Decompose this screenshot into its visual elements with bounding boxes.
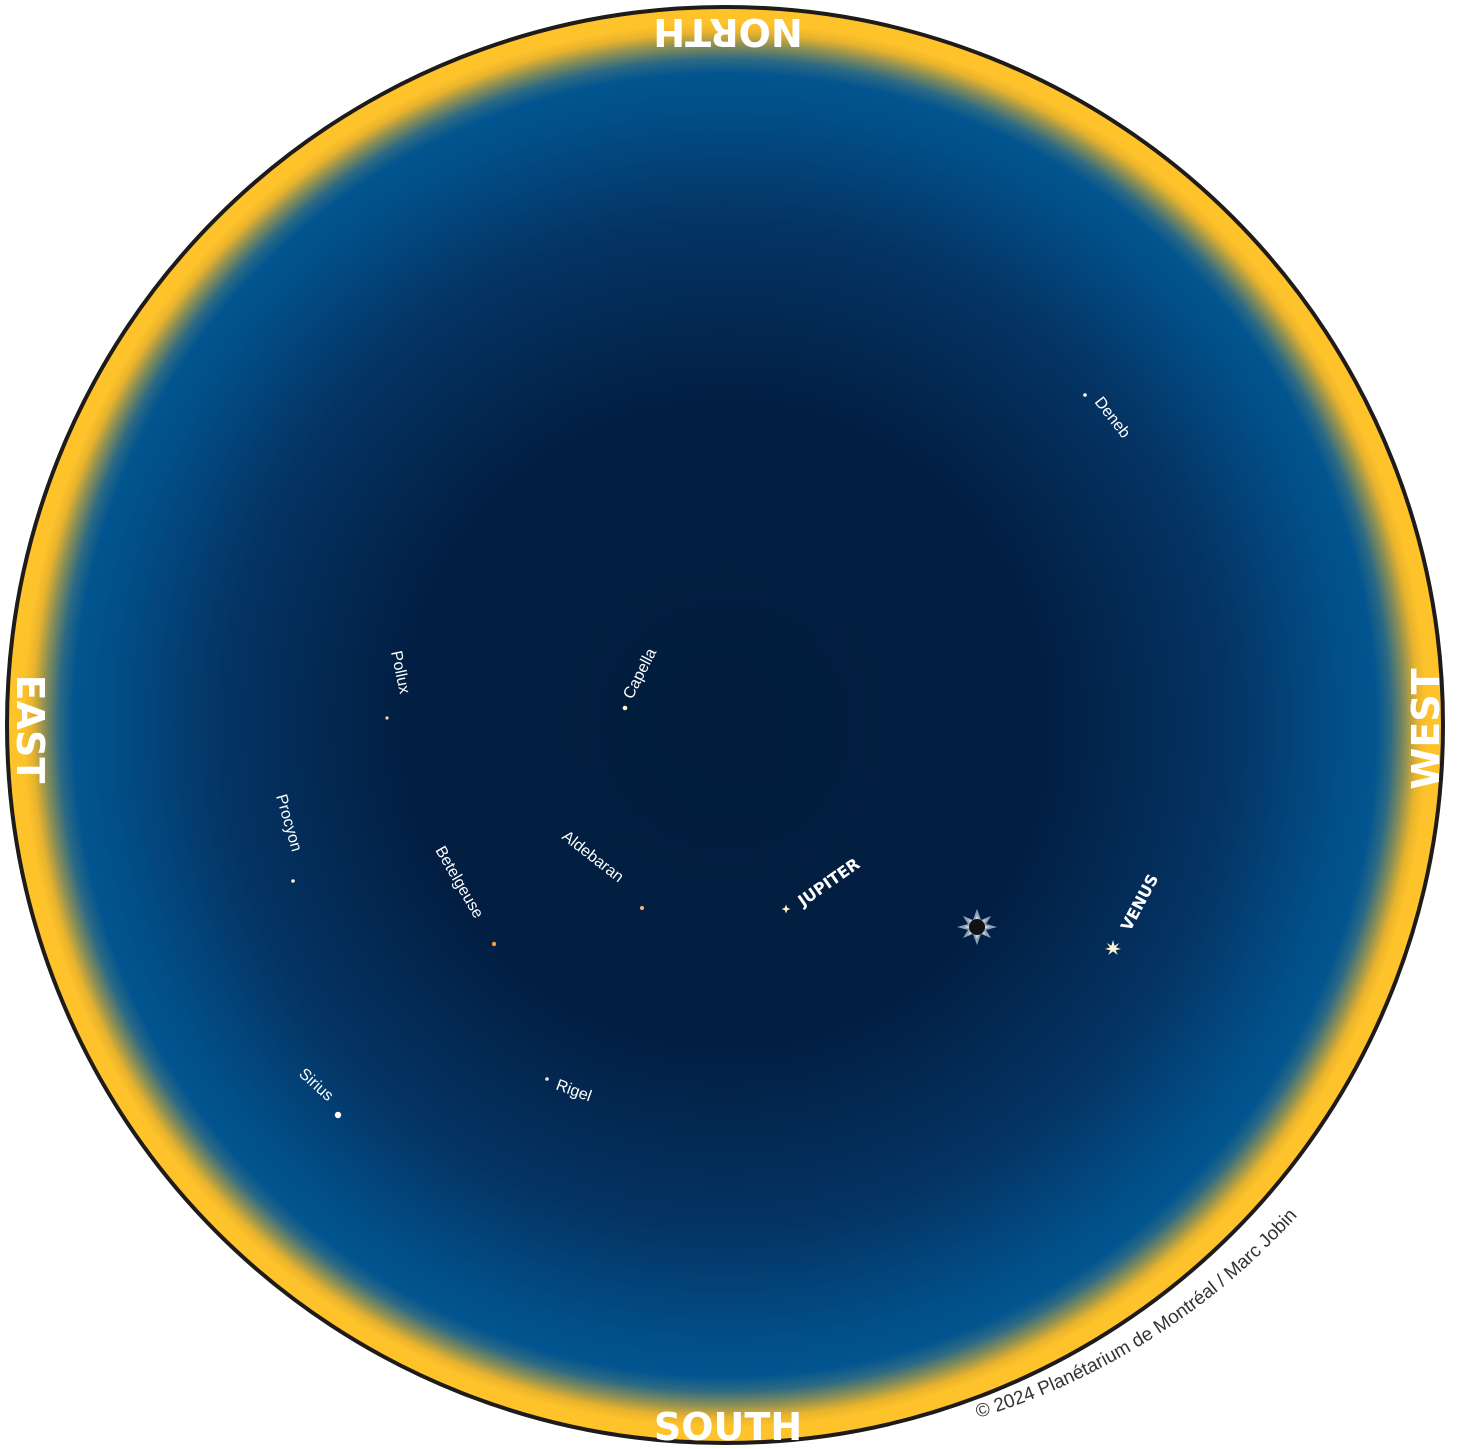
direction-east: EAST [8, 675, 52, 784]
planet-jupiter-icon [781, 904, 791, 914]
direction-north-label: NORTH [653, 10, 802, 54]
star-sirius-dot [334, 1111, 342, 1119]
direction-north: NORTH [653, 10, 802, 54]
star-betelgeuse-dot [491, 941, 497, 947]
direction-west: WEST [1404, 668, 1448, 789]
direction-east-label: EAST [8, 675, 52, 784]
star-aldebaran-dot [640, 906, 644, 910]
star-procyon-dot [291, 879, 295, 883]
star-rigel-dot [545, 1077, 549, 1081]
planet-venus-icon [1105, 940, 1121, 955]
star-deneb-dot [1083, 393, 1087, 397]
direction-west-label: WEST [1404, 668, 1448, 789]
direction-south-label: SOUTH [654, 1405, 802, 1449]
direction-south: SOUTH [654, 1405, 802, 1449]
eclipsed-sun-icon [957, 909, 997, 945]
sky-disc [5, 5, 1445, 1445]
star-capella-dot [622, 705, 628, 711]
star-pollux-dot [385, 716, 389, 720]
